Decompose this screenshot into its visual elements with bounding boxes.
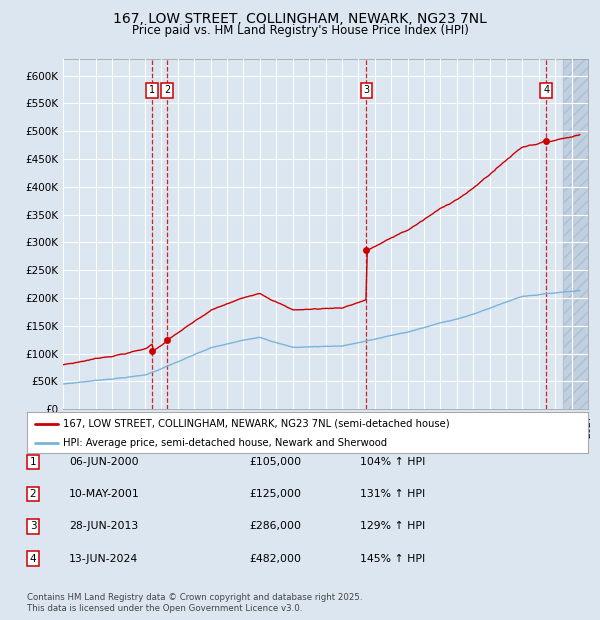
Text: 13-JUN-2024: 13-JUN-2024 bbox=[69, 554, 138, 564]
Text: £482,000: £482,000 bbox=[249, 554, 301, 564]
Text: 131% ↑ HPI: 131% ↑ HPI bbox=[360, 489, 425, 499]
Bar bbox=[563, 59, 588, 409]
Text: 145% ↑ HPI: 145% ↑ HPI bbox=[360, 554, 425, 564]
Text: 167, LOW STREET, COLLINGHAM, NEWARK, NG23 7NL: 167, LOW STREET, COLLINGHAM, NEWARK, NG2… bbox=[113, 12, 487, 27]
Text: 1: 1 bbox=[149, 86, 155, 95]
Text: Contains HM Land Registry data © Crown copyright and database right 2025.
This d: Contains HM Land Registry data © Crown c… bbox=[27, 593, 362, 613]
Text: Price paid vs. HM Land Registry's House Price Index (HPI): Price paid vs. HM Land Registry's House … bbox=[131, 24, 469, 37]
Text: 2: 2 bbox=[29, 489, 37, 499]
Text: 3: 3 bbox=[29, 521, 37, 531]
Text: £125,000: £125,000 bbox=[249, 489, 301, 499]
Text: £105,000: £105,000 bbox=[249, 457, 301, 467]
Bar bbox=[563, 59, 588, 409]
Text: 129% ↑ HPI: 129% ↑ HPI bbox=[360, 521, 425, 531]
Text: 10-MAY-2001: 10-MAY-2001 bbox=[69, 489, 140, 499]
Text: 1: 1 bbox=[29, 457, 37, 467]
Text: 2: 2 bbox=[164, 86, 170, 95]
Text: HPI: Average price, semi-detached house, Newark and Sherwood: HPI: Average price, semi-detached house,… bbox=[64, 438, 388, 448]
Text: 4: 4 bbox=[29, 554, 37, 564]
Text: 3: 3 bbox=[363, 86, 370, 95]
Text: 06-JUN-2000: 06-JUN-2000 bbox=[69, 457, 139, 467]
Text: £286,000: £286,000 bbox=[249, 521, 301, 531]
Text: 104% ↑ HPI: 104% ↑ HPI bbox=[360, 457, 425, 467]
Text: 4: 4 bbox=[543, 86, 549, 95]
Text: 28-JUN-2013: 28-JUN-2013 bbox=[69, 521, 138, 531]
Text: 167, LOW STREET, COLLINGHAM, NEWARK, NG23 7NL (semi-detached house): 167, LOW STREET, COLLINGHAM, NEWARK, NG2… bbox=[64, 418, 450, 428]
